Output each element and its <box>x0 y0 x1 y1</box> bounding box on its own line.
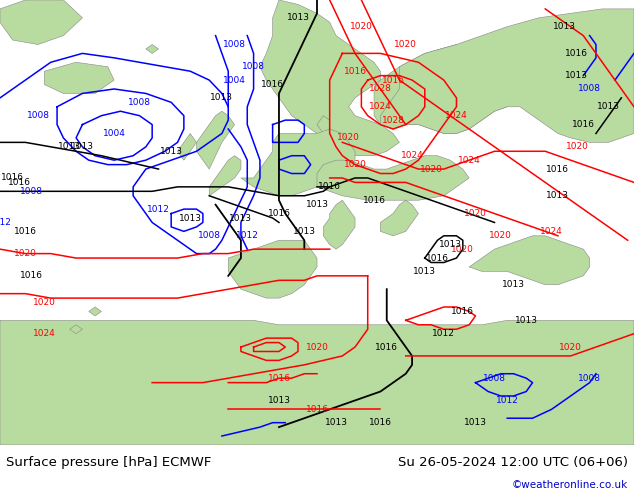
Polygon shape <box>178 133 197 160</box>
Text: 1008: 1008 <box>578 84 601 94</box>
Text: 1016: 1016 <box>261 80 284 89</box>
Text: ©weatheronline.co.uk: ©weatheronline.co.uk <box>512 481 628 490</box>
Text: 1024: 1024 <box>33 329 56 338</box>
Text: 1016: 1016 <box>318 182 341 192</box>
Text: 1013: 1013 <box>597 102 620 111</box>
Text: 1013: 1013 <box>566 71 588 80</box>
Polygon shape <box>209 156 241 196</box>
Text: 1012: 1012 <box>147 205 170 214</box>
Text: 1024: 1024 <box>458 156 481 165</box>
Polygon shape <box>0 0 82 45</box>
Text: 1020: 1020 <box>451 245 474 254</box>
Text: 1013: 1013 <box>413 267 436 276</box>
Text: 1013: 1013 <box>464 418 487 427</box>
Text: 1016: 1016 <box>363 196 385 205</box>
Text: 1013: 1013 <box>502 280 525 289</box>
Text: 1013: 1013 <box>160 147 183 156</box>
Text: Surface pressure [hPa] ECMWF: Surface pressure [hPa] ECMWF <box>6 457 212 469</box>
Polygon shape <box>317 116 330 133</box>
Polygon shape <box>260 0 399 156</box>
Text: 1016: 1016 <box>369 418 392 427</box>
Text: 1016: 1016 <box>572 120 595 129</box>
Text: 1008: 1008 <box>483 374 506 383</box>
Text: 1016: 1016 <box>426 253 449 263</box>
Text: 1020: 1020 <box>566 142 588 151</box>
Text: 1013: 1013 <box>553 22 576 31</box>
Text: 1020: 1020 <box>420 165 443 173</box>
Text: 1013: 1013 <box>230 214 252 222</box>
Text: 1020: 1020 <box>33 298 56 307</box>
Text: 1013: 1013 <box>287 13 309 23</box>
Text: 1013: 1013 <box>439 240 462 249</box>
Text: 1012: 1012 <box>0 218 11 227</box>
Text: 1008: 1008 <box>20 187 43 196</box>
Text: 1024: 1024 <box>540 227 563 236</box>
Text: 1013: 1013 <box>58 142 81 151</box>
Text: 1012: 1012 <box>236 231 259 240</box>
Text: Su 26-05-2024 12:00 UTC (06+06): Su 26-05-2024 12:00 UTC (06+06) <box>398 457 628 469</box>
Text: 1016: 1016 <box>268 209 290 218</box>
Text: 1013: 1013 <box>210 94 233 102</box>
Polygon shape <box>197 111 235 169</box>
Text: 1013: 1013 <box>547 191 569 200</box>
Text: 1016: 1016 <box>1 173 24 182</box>
Text: 1016: 1016 <box>20 271 43 280</box>
Text: 1024: 1024 <box>401 151 424 160</box>
Text: 1012: 1012 <box>432 329 455 338</box>
Text: 1020: 1020 <box>559 343 582 351</box>
Text: 1013: 1013 <box>325 418 347 427</box>
Text: 1004: 1004 <box>223 75 246 85</box>
Text: 1020: 1020 <box>14 249 37 258</box>
Polygon shape <box>380 9 634 143</box>
Text: 1016: 1016 <box>306 405 328 414</box>
Polygon shape <box>146 45 158 53</box>
Text: 1016: 1016 <box>451 307 474 316</box>
Text: 1016: 1016 <box>344 67 366 75</box>
Polygon shape <box>380 200 418 236</box>
Text: 1016: 1016 <box>268 374 290 383</box>
Polygon shape <box>70 325 82 334</box>
Polygon shape <box>374 45 539 133</box>
Text: 1020: 1020 <box>344 160 366 169</box>
Polygon shape <box>317 156 469 200</box>
Text: 1016: 1016 <box>14 227 37 236</box>
Polygon shape <box>323 200 355 249</box>
Text: 1012: 1012 <box>496 396 519 405</box>
Text: 1016: 1016 <box>382 75 404 85</box>
Text: 1013: 1013 <box>179 214 202 222</box>
Text: 1008: 1008 <box>198 231 221 240</box>
Polygon shape <box>241 129 355 196</box>
Text: 1028: 1028 <box>369 84 392 94</box>
Text: 1016: 1016 <box>375 343 398 351</box>
Text: 1016: 1016 <box>566 49 588 58</box>
Text: 1008: 1008 <box>578 374 601 383</box>
Text: 1008: 1008 <box>242 62 265 71</box>
Polygon shape <box>469 236 590 285</box>
Text: 1013: 1013 <box>293 227 316 236</box>
Text: 1008: 1008 <box>128 98 151 107</box>
Text: 1024: 1024 <box>445 111 468 120</box>
Polygon shape <box>89 307 101 316</box>
Text: 1016: 1016 <box>8 178 30 187</box>
Text: 1020: 1020 <box>350 22 373 31</box>
Text: 1020: 1020 <box>394 40 417 49</box>
Polygon shape <box>228 240 317 298</box>
Text: 1024: 1024 <box>369 102 392 111</box>
Text: 1013: 1013 <box>268 396 290 405</box>
Polygon shape <box>0 320 634 445</box>
Text: 1020: 1020 <box>489 231 512 240</box>
Text: 1004: 1004 <box>103 129 126 138</box>
Text: 1008: 1008 <box>223 40 246 49</box>
Text: 1016: 1016 <box>547 165 569 173</box>
Text: 1020: 1020 <box>337 133 360 143</box>
Polygon shape <box>44 62 114 94</box>
Text: 1013: 1013 <box>306 200 328 209</box>
Text: 1020: 1020 <box>306 343 328 351</box>
Text: 1028: 1028 <box>382 116 404 124</box>
Text: 1020: 1020 <box>464 209 487 218</box>
Text: 1013: 1013 <box>71 142 94 151</box>
Text: 1013: 1013 <box>515 316 538 325</box>
Text: 1008: 1008 <box>27 111 49 120</box>
